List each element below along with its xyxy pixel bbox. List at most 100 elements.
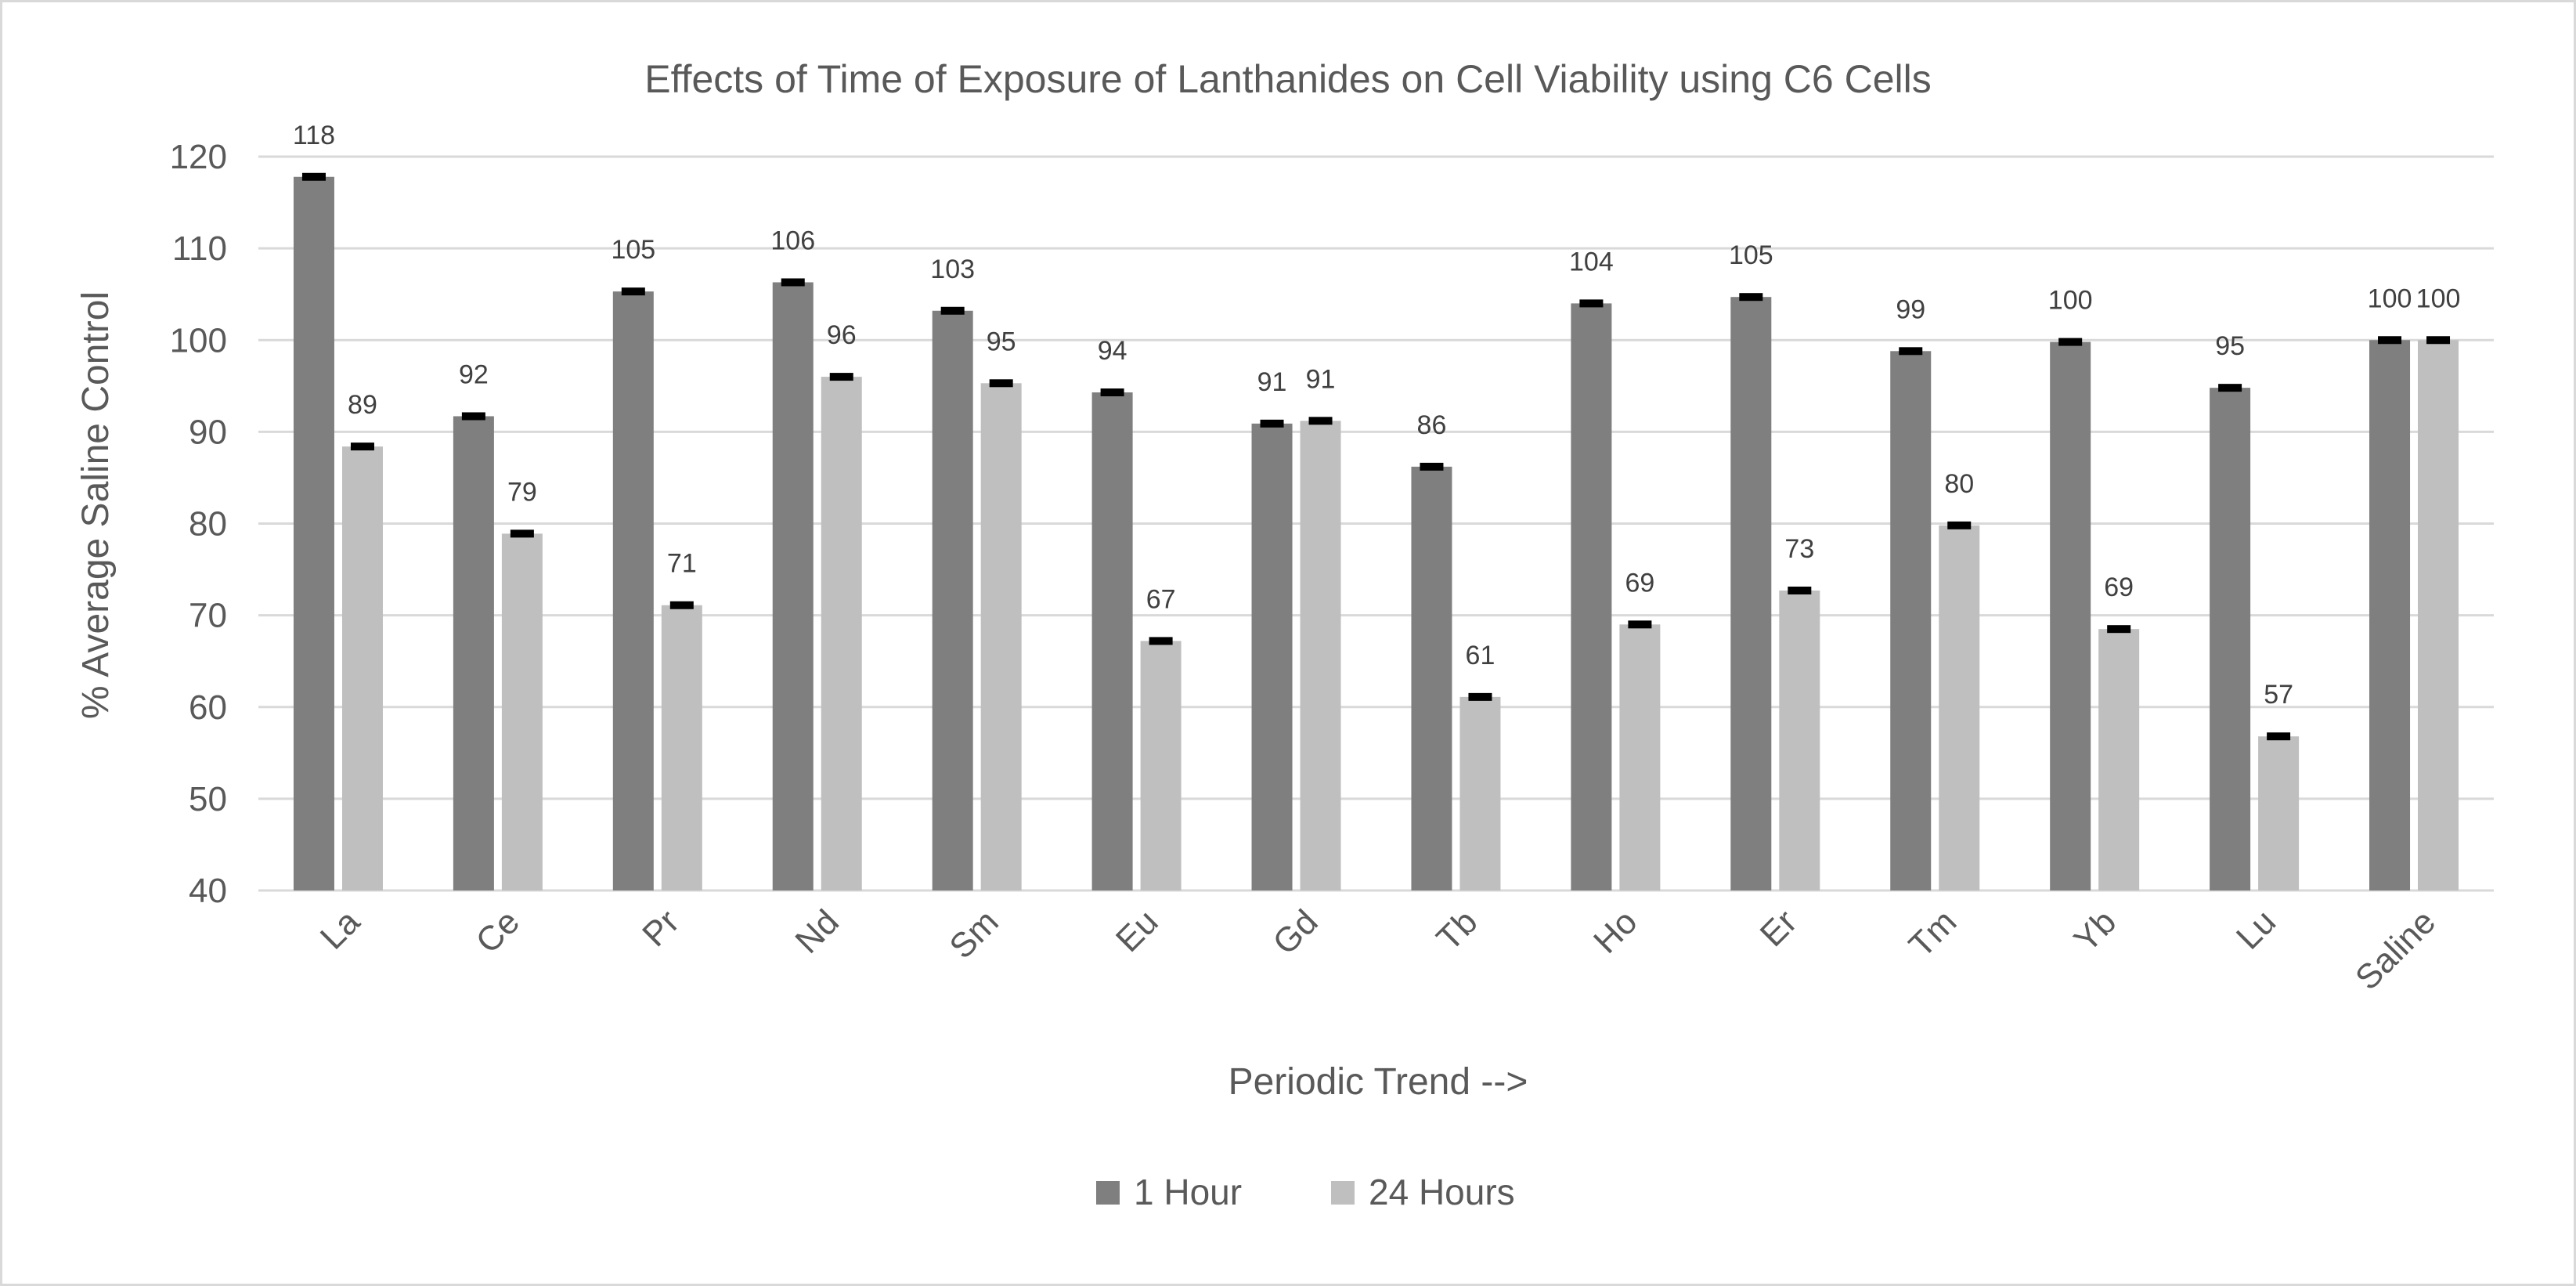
data-label: 91 — [1257, 367, 1287, 397]
bar-24-hours-sm — [980, 383, 1022, 891]
data-label: 67 — [1146, 584, 1176, 614]
y-tick-label: 60 — [189, 688, 227, 727]
error-bar — [1628, 620, 1652, 629]
data-label: 91 — [1306, 364, 1336, 394]
error-bar — [621, 287, 645, 296]
error-bar — [2107, 625, 2131, 634]
error-bar — [510, 529, 534, 538]
bar-1-hour-gd — [1251, 423, 1293, 890]
y-tick-label: 70 — [189, 597, 227, 635]
data-label: 118 — [293, 121, 335, 150]
data-label: 105 — [611, 235, 655, 265]
data-label: 95 — [2215, 331, 2245, 361]
bar-24-hours-yb — [2098, 629, 2140, 890]
data-label: 73 — [1784, 534, 1814, 564]
legend-swatch — [1096, 1181, 1120, 1205]
x-tick-label: Tm — [1902, 902, 1964, 965]
data-label: 103 — [930, 255, 975, 284]
x-tick-label: Lu — [2229, 902, 2283, 956]
legend-swatch — [1331, 1181, 1355, 1205]
error-bar — [669, 601, 694, 609]
data-label: 71 — [667, 549, 697, 579]
gridlines — [258, 155, 2494, 892]
error-bar — [301, 172, 326, 181]
bar-1-hour-tb — [1411, 466, 1452, 890]
bars — [293, 172, 2459, 891]
bar-24-hours-ho — [1619, 624, 1661, 890]
y-tick-label: 80 — [189, 505, 227, 544]
x-tick-label: Ce — [469, 902, 527, 960]
y-tick-label: 100 — [170, 321, 227, 359]
bar-24-hours-tm — [1939, 525, 1980, 890]
x-tick-label: Nd — [788, 902, 846, 960]
error-bar — [781, 278, 805, 287]
y-tick-label: 40 — [189, 872, 227, 910]
error-bar — [1579, 299, 1604, 308]
error-bar — [1739, 293, 1763, 302]
error-bar — [940, 306, 965, 315]
x-tick-label: La — [313, 902, 368, 957]
bar-1-hour-eu — [1091, 392, 1133, 891]
error-bar — [1308, 417, 1333, 425]
data-label: 92 — [459, 359, 489, 389]
error-bar — [2267, 732, 2291, 741]
bar-24-hours-ce — [501, 533, 543, 890]
x-tick-label: Sm — [942, 902, 1005, 966]
y-axis-ticks: 40 50 60 70 80 90 100 110 120 — [170, 138, 227, 910]
data-label: 100 — [2048, 286, 2093, 316]
data-label: 89 — [348, 390, 377, 420]
data-label: 94 — [1098, 336, 1127, 366]
data-label: 100 — [2368, 284, 2412, 313]
legend-label: 24 Hours — [1369, 1172, 1515, 1212]
y-tick-label: 90 — [189, 413, 227, 451]
x-tick-label: Ho — [1586, 902, 1644, 960]
error-bar — [1788, 587, 1812, 595]
data-label: 105 — [1729, 240, 1773, 270]
data-label: 61 — [1466, 641, 1495, 670]
error-bar — [1420, 462, 1444, 471]
y-tick-label: 120 — [170, 138, 227, 176]
error-bar — [2218, 384, 2242, 392]
bar-24-hours-la — [341, 446, 383, 890]
y-axis-label: % Average Saline Control — [75, 291, 117, 719]
chart-title: Effects of Time of Exposure of Lanthanid… — [644, 57, 1931, 101]
error-bar — [2378, 336, 2402, 345]
error-bar — [989, 379, 1013, 388]
x-tick-label: Er — [1753, 902, 1805, 954]
x-tick-label: Gd — [1265, 902, 1325, 962]
error-bar — [2426, 336, 2451, 345]
data-label: 69 — [1625, 568, 1654, 598]
data-label: 57 — [2264, 680, 2293, 710]
bar-1-hour-ce — [453, 416, 494, 890]
data-label: 86 — [1417, 410, 1447, 440]
error-bar — [1260, 419, 1284, 428]
bar-1-hour-la — [293, 176, 334, 890]
data-label: 79 — [507, 477, 537, 507]
x-axis-label: Periodic Trend --> — [1228, 1061, 1528, 1103]
bar-1-hour-lu — [2210, 388, 2251, 890]
error-bar — [829, 373, 853, 381]
bar-24-hours-eu — [1140, 641, 1182, 890]
bar-24-hours-pr — [661, 605, 702, 890]
data-label: 95 — [987, 327, 1016, 356]
error-bar — [350, 443, 374, 451]
data-label: 106 — [770, 226, 815, 255]
error-bar — [1468, 692, 1492, 701]
bar-24-hours-saline — [2418, 340, 2459, 890]
legend: 1 Hour 24 Hours — [1096, 1172, 1515, 1212]
x-tick-label: Tb — [1430, 902, 1485, 958]
bar-1-hour-tm — [1890, 351, 1932, 890]
data-label: 104 — [1569, 247, 1614, 276]
legend-label: 1 Hour — [1134, 1172, 1242, 1212]
error-bar — [1100, 388, 1124, 397]
data-labels: 118 89 92 79 105 71 106 96 103 95 94 67 91 91 86 61 104 6… — [293, 121, 2461, 710]
error-bar — [461, 412, 485, 421]
bar-1-hour-pr — [612, 291, 654, 891]
error-bar — [1899, 347, 1923, 356]
x-axis-ticks: La Ce Pr Nd Sm Eu Gd Tb Ho Er Tm Yb Lu Saline — [313, 902, 2443, 998]
bar-24-hours-er — [1779, 591, 1820, 890]
error-bar — [1947, 521, 1972, 529]
bar-1-hour-yb — [2050, 341, 2091, 890]
data-label: 80 — [1944, 469, 1974, 499]
